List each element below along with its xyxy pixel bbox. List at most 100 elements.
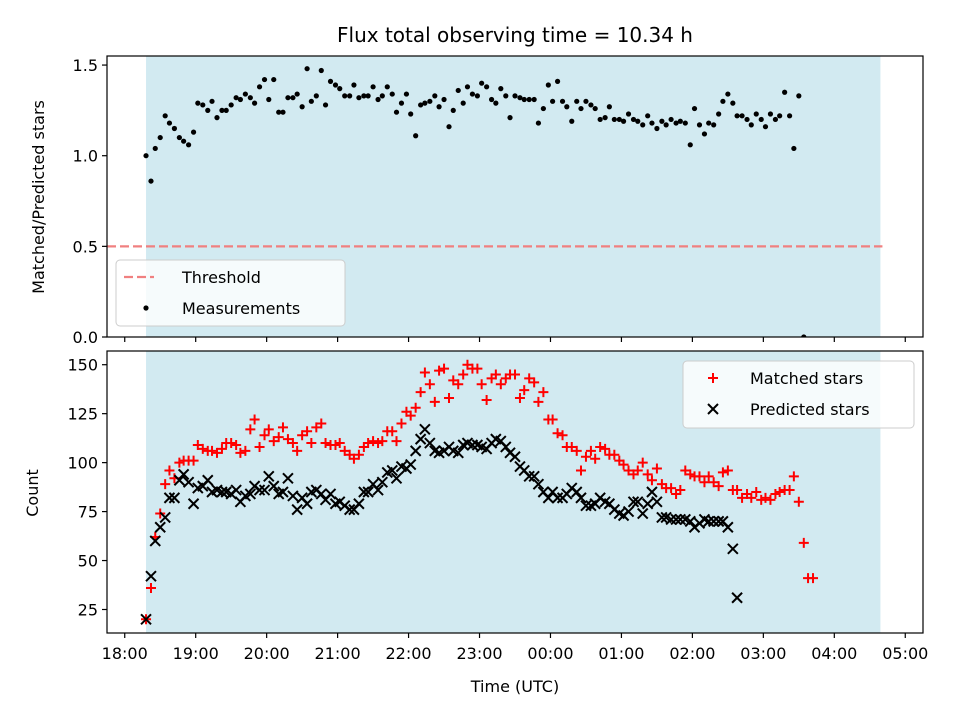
measurement-point [148,178,154,184]
predicted-point [291,503,303,516]
measurement-point [716,111,722,117]
measurement-point [592,105,598,112]
bottom-markers [140,359,819,625]
predicted-point [712,515,725,528]
matched-point [793,496,804,507]
measurement-point [290,95,296,101]
matched-point [595,441,606,452]
measurement-point [550,98,556,104]
bottom-legend-box [682,360,915,429]
x-tick-label: 18:00 [102,644,148,663]
predicted-point [145,570,157,582]
measurement-point [190,129,197,135]
predicted-point [258,484,271,496]
measurement-point [796,93,802,99]
measurement-point [682,120,688,126]
measurement-point [375,96,381,103]
measurement-point [171,125,178,132]
predicted-point [149,535,161,547]
matched-point [760,492,771,503]
measurement-point [574,98,580,104]
x-tick-label: 20:00 [244,644,290,663]
measurement-point [758,116,764,123]
matched-point [699,477,710,488]
predicted-point [362,486,374,498]
matched-point [694,471,705,482]
measurement-point [370,84,376,90]
measurement-point [744,116,750,123]
measurement-point [384,84,390,90]
predicted-point [390,472,403,484]
measurement-point [422,100,428,106]
predicted-point [324,488,337,500]
matched-point [717,467,728,478]
matched-point [235,447,246,458]
measurement-point [498,86,504,92]
measurement-point [540,105,546,112]
matched-point [751,487,762,497]
top-axes-frame [106,55,924,338]
predicted-point [674,513,687,526]
predicted-point [703,515,715,528]
matched-point [396,418,407,429]
y-tick-label: 0.5 [73,237,98,256]
legend-measurement-swatch [143,305,149,311]
predicted-point [343,503,356,516]
predicted-point [670,513,682,526]
matched-point [642,469,653,480]
y-tick-label: 100 [67,454,98,473]
measurement-point [696,122,703,128]
matched-point [377,436,388,447]
measurement-point [649,120,655,126]
matched-point [713,481,724,492]
matched-point [368,436,379,447]
matched-point [444,393,455,403]
matched-point [387,426,398,437]
predicted-point [404,458,417,471]
matched-point [410,402,421,413]
matched-point [434,365,445,376]
legend-matched-swatch [708,373,718,383]
matched-point [519,385,530,396]
measurement-point [162,113,168,119]
matched-point [575,465,586,476]
predicted-point [466,439,479,451]
matched-point [429,396,440,407]
bottom-axes-frame [106,350,924,634]
matched-point [585,445,596,456]
measurement-point [327,78,334,84]
measurement-point [195,100,201,106]
measurement-point [337,86,343,92]
matched-point [490,369,501,380]
matched-point [306,438,317,449]
measurement-point [521,96,527,103]
measurement-point [157,134,163,141]
predicted-point [641,498,654,510]
measurement-point [512,93,518,99]
predicted-point [509,451,521,463]
matched-point [249,414,260,425]
measurement-point [152,145,158,152]
measurement-point [791,145,797,152]
predicted-point [727,543,739,555]
matched-point [580,451,591,462]
predicted-point [216,486,228,498]
matched-point [439,363,450,374]
y-tick-label: 150 [67,356,98,375]
measurement-point [322,102,329,108]
measurement-point [762,124,769,130]
measurement-point [214,115,220,121]
predicted-point [253,484,266,496]
matched-point [774,487,785,497]
measurement-point [418,102,424,108]
matched-point [703,471,714,482]
measurement-point [247,95,253,101]
measurement-point [181,138,187,144]
measurement-point [166,120,173,126]
legend-predicted-label: Predicted stars [750,400,870,419]
matched-point [552,428,563,439]
measurement-point [606,104,612,110]
matched-point [263,424,274,435]
series-predicted-stars [140,423,743,625]
